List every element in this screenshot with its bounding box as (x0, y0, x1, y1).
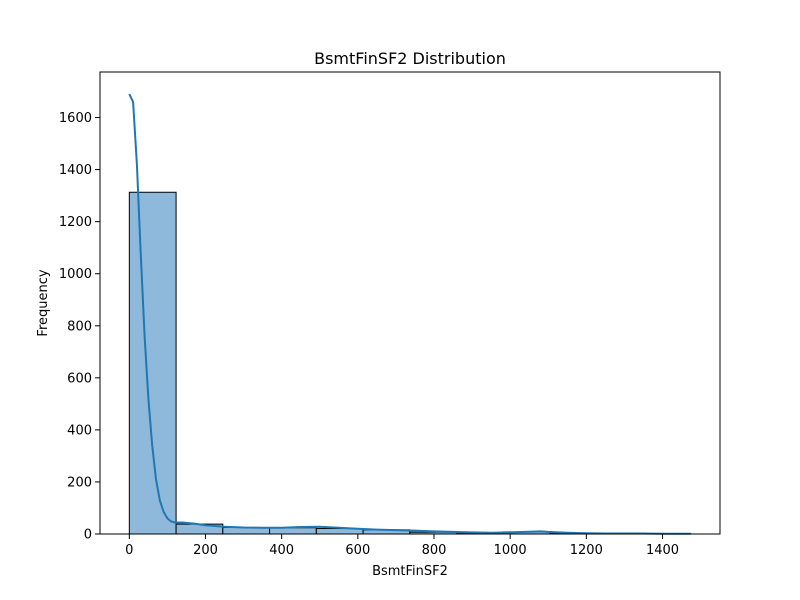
x-axis-ticks: 0 200 400 600 800 1000 1200 1400 (125, 534, 679, 558)
plot-frame (99, 71, 721, 535)
x-tick-label: 1000 (494, 543, 527, 558)
x-tick-label: 200 (193, 543, 218, 558)
y-tick-label: 1400 (59, 163, 92, 178)
y-tick-label: 1200 (59, 215, 92, 230)
y-tick-label: 1000 (59, 267, 92, 282)
y-axis-ticks: 0 200 400 600 800 1000 1200 1400 1600 (59, 111, 100, 543)
x-tick-label: 1200 (570, 543, 603, 558)
histogram-bar-0 (128, 191, 177, 535)
y-tick-label: 800 (67, 319, 92, 334)
y-tick-label: 0 (84, 528, 92, 543)
y-axis-label: Frequency (36, 269, 51, 336)
x-tick-label: 600 (345, 543, 370, 558)
x-tick-label: 400 (269, 543, 294, 558)
x-axis-label: BsmtFinSF2 (372, 564, 448, 579)
y-tick-label: 1600 (59, 111, 92, 126)
x-tick-label: 1400 (646, 543, 679, 558)
y-tick-label: 200 (67, 475, 92, 490)
x-tick-label: 800 (422, 543, 447, 558)
chart-title: BsmtFinSF2 Distribution (314, 49, 506, 68)
kde-curve (128, 93, 691, 535)
x-tick-label: 0 (125, 543, 133, 558)
bars-group (128, 191, 692, 535)
y-tick-label: 600 (67, 371, 92, 386)
y-tick-label: 400 (67, 423, 92, 438)
